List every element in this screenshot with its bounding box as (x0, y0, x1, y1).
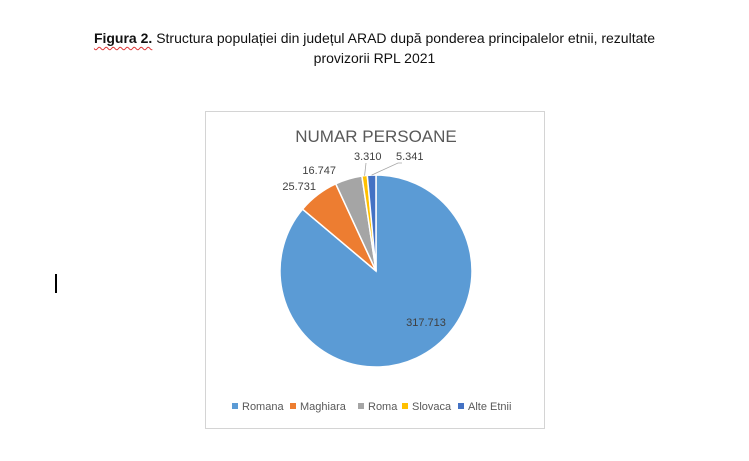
caption-line-1: Figura 2. Structura populației din județ… (0, 28, 749, 48)
data-label-romana: 317.713 (406, 317, 446, 329)
figure-caption: Figura 2. Structura populației din județ… (0, 28, 749, 68)
legend-label-romana: Romana (242, 401, 284, 413)
data-label-maghiara: 25.731 (282, 181, 316, 193)
pie-chart: NUMAR PERSOANE 317.713 25.731 16.747 3.310 5… (232, 127, 511, 413)
legend-label-roma: Roma (368, 401, 398, 413)
caption-text-2: provizorii RPL 2021 (313, 50, 436, 66)
legend-label-alte-etnii: Alte Etnii (468, 401, 511, 413)
caption-text: Structura populației din județul ARAD du… (156, 30, 656, 46)
text-cursor (55, 274, 57, 293)
data-label-slovaca: 3.310 (354, 151, 382, 163)
chart-container[interactable]: NUMAR PERSOANE 317.713 25.731 16.747 3.310 5… (205, 111, 545, 429)
caption-line-2: provizorii RPL 2021 (0, 48, 749, 68)
legend-swatch-romana (232, 403, 238, 409)
data-label-roma: 16.747 (302, 165, 336, 177)
legend-swatch-alte-etnii (458, 403, 464, 409)
data-label-alte-etnii: 5.341 (396, 151, 424, 163)
legend-swatch-roma (358, 403, 364, 409)
legend-swatch-slovaca (402, 403, 408, 409)
legend-label-maghiara: Maghiara (300, 401, 347, 413)
legend-label-slovaca: Slovaca (412, 401, 452, 413)
figure-label: Figura 2. (93, 30, 153, 46)
chart-title: NUMAR PERSOANE (295, 127, 457, 146)
leader-line-slovaca (364, 162, 367, 176)
leader-line-alte-etnii (371, 162, 402, 176)
legend-swatch-maghiara (290, 403, 296, 409)
